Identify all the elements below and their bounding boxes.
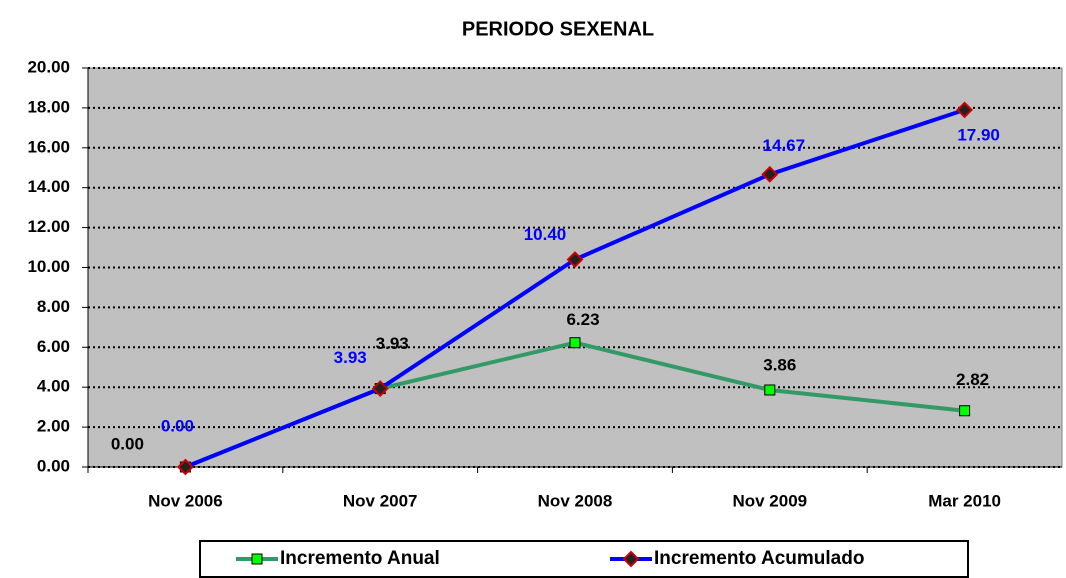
data-label: 3.86 <box>763 355 796 374</box>
data-label: 10.40 <box>524 225 567 244</box>
x-tick-label: Nov 2009 <box>732 491 807 510</box>
y-tick-label: 12.00 <box>27 217 70 236</box>
x-tick-label: Mar 2010 <box>928 491 1001 510</box>
x-tick-label: Nov 2006 <box>148 491 223 510</box>
legend-box <box>199 540 969 578</box>
data-label: 17.90 <box>957 125 1000 144</box>
x-tick-label: Nov 2007 <box>343 491 418 510</box>
y-tick-label: 16.00 <box>27 137 70 156</box>
x-tick-label: Nov 2008 <box>538 491 613 510</box>
y-tick-label: 6.00 <box>37 337 70 356</box>
y-tick-label: 2.00 <box>37 417 70 436</box>
y-tick-label: 10.00 <box>27 257 70 276</box>
marker <box>956 101 974 119</box>
y-tick-label: 0.00 <box>37 456 70 475</box>
marker <box>761 165 779 183</box>
marker <box>959 405 971 417</box>
data-label: 0.00 <box>111 434 144 453</box>
y-tick-label: 14.00 <box>27 177 70 196</box>
data-label: 3.93 <box>376 334 409 353</box>
data-label: 3.93 <box>334 348 367 367</box>
legend-marker <box>251 553 263 565</box>
data-label: 6.23 <box>566 310 599 329</box>
data-label: 14.67 <box>763 136 806 155</box>
marker <box>371 380 389 398</box>
chart-title: PERIODO SEXENAL <box>462 18 654 40</box>
legend-label: Incremento Anual <box>280 548 440 569</box>
marker <box>764 384 776 396</box>
y-tick-label: 18.00 <box>27 97 70 116</box>
marker <box>566 251 584 268</box>
marker <box>176 458 194 476</box>
y-tick-label: 8.00 <box>37 297 70 316</box>
marker <box>569 337 581 349</box>
legend-marker <box>622 550 640 568</box>
data-label: 0.00 <box>161 416 194 435</box>
y-tick-label: 20.00 <box>27 57 70 76</box>
y-tick-label: 4.00 <box>37 377 70 396</box>
legend-label: Incremento Acumulado <box>654 548 864 569</box>
data-label: 2.82 <box>956 370 989 389</box>
